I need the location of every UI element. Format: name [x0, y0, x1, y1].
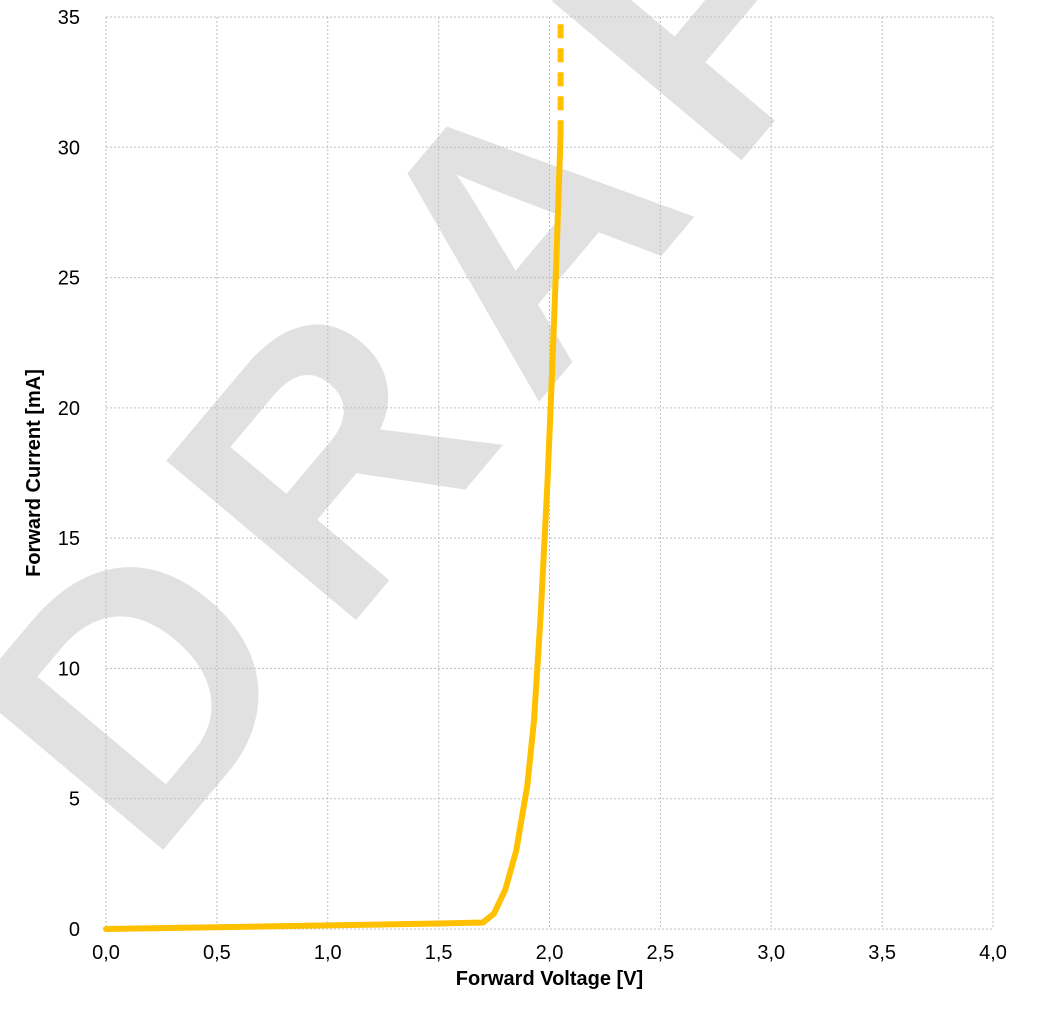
x-tick-label: 0,5 — [203, 942, 231, 964]
x-tick-label: 0,0 — [92, 942, 120, 964]
x-tick-label: 2,0 — [536, 942, 564, 964]
y-tick-label: 30 — [58, 137, 80, 159]
y-tick-label: 0 — [69, 919, 80, 941]
x-tick-label: 3,0 — [757, 942, 785, 964]
x-tick-label: 1,5 — [425, 942, 453, 964]
y-axis-title: Forward Current [mA] — [23, 369, 45, 577]
x-tick-label: 1,0 — [314, 942, 342, 964]
gridlines — [105, 16, 994, 930]
x-axis-ticks: 0,0 0,5 1,0 1,5 2,0 2,5 3,0 3,5 4,0 — [92, 942, 1007, 964]
x-tick-label: 4,0 — [979, 942, 1007, 964]
data-series — [103, 17, 564, 932]
y-tick-label: 10 — [58, 658, 80, 680]
y-tick-label: 20 — [58, 398, 80, 420]
y-axis-ticks: 0 5 10 15 20 25 30 35 — [58, 7, 80, 941]
y-tick-label: 25 — [58, 268, 80, 290]
y-tick-label: 5 — [69, 789, 80, 811]
x-tick-label: 2,5 — [646, 942, 674, 964]
series-line — [103, 131, 564, 932]
y-tick-label: 35 — [58, 7, 80, 29]
x-axis-title: Forward Voltage [V] — [456, 968, 643, 990]
x-tick-label: 3,5 — [868, 942, 896, 964]
y-tick-label: 15 — [58, 528, 80, 550]
